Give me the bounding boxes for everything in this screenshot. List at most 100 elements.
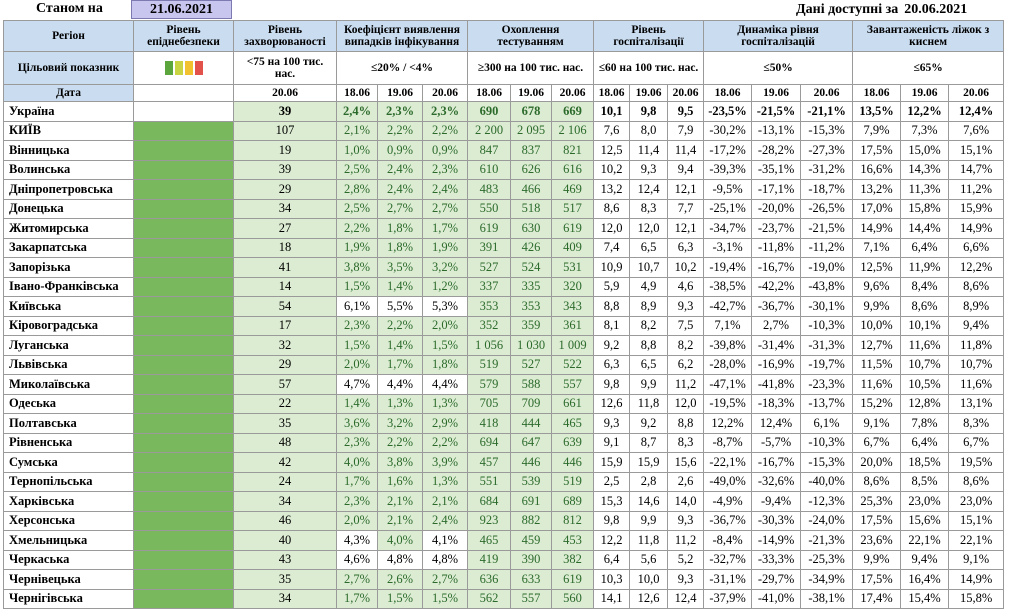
beds-value: 10,0% <box>852 315 902 336</box>
dynamics-value: -19,4% <box>703 257 753 278</box>
detection-value: 2,9% <box>421 413 469 434</box>
hospitalization-value: 8,9 <box>629 296 669 317</box>
hospitalization-value: 9,4 <box>667 159 705 180</box>
beds-value: 14,9% <box>948 569 1005 590</box>
beds-value: 15,4% <box>900 588 950 609</box>
dynamics-value: -41,0% <box>751 588 802 609</box>
risk-level-cell <box>133 374 234 395</box>
dynamics-value: -17,2% <box>703 140 753 161</box>
testing-value: 639 <box>551 432 595 453</box>
testing-value: 579 <box>467 374 512 395</box>
risk-level-cell <box>133 218 234 239</box>
risk-level-cell <box>133 237 234 258</box>
hospitalization-value: 9,3 <box>629 159 669 180</box>
table-header: Регіон Рівень епіднебезпеки Рівень захво… <box>3 20 1005 102</box>
risk-level-cell <box>133 569 234 590</box>
hospitalization-value: 12,6 <box>629 588 669 609</box>
testing-value: 353 <box>467 296 512 317</box>
testing-value: 812 <box>551 510 595 531</box>
incidence-value: 39 <box>233 159 337 180</box>
dynamics-value: -13,1% <box>751 120 802 141</box>
beds-value: 8,9% <box>948 296 1005 317</box>
beds-value: 6,7% <box>948 432 1005 453</box>
dynamics-value: -41,8% <box>751 374 802 395</box>
hospitalization-value: 12,4 <box>629 179 669 200</box>
detection-value: 2,3% <box>421 101 469 122</box>
dynamics-value: -36,7% <box>751 296 802 317</box>
table-row: Кіровоградська 17 2,3% 2,2% 2,0% 352 359 361 8,1… <box>3 315 1005 336</box>
region-name: Луганська <box>3 335 134 356</box>
risk-level-cell <box>133 432 234 453</box>
testing-value: 560 <box>551 588 595 609</box>
testing-value: 610 <box>467 159 512 180</box>
hospitalization-value: 6,3 <box>667 237 705 258</box>
dynamics-value: -13,7% <box>800 393 854 414</box>
detection-value: 2,1% <box>421 491 469 512</box>
testing-value: 409 <box>551 237 595 258</box>
testing-value: 2 106 <box>551 120 595 141</box>
testing-value: 465 <box>551 413 595 434</box>
dynamics-value: -11,8% <box>751 237 802 258</box>
target-testing: ≥300 на 100 тис. нас. <box>467 51 595 85</box>
beds-value: 9,1% <box>948 549 1005 570</box>
beds-value: 8,3% <box>948 413 1005 434</box>
available-label: Дані доступні за <box>796 2 899 17</box>
testing-value: 837 <box>510 140 553 161</box>
beds-value: 12,2% <box>948 257 1005 278</box>
testing-value: 419 <box>467 549 512 570</box>
target-beds: ≤65% <box>852 51 1005 85</box>
hospitalization-value: 15,9 <box>593 452 631 473</box>
detection-value: 3,8% <box>336 257 378 278</box>
testing-value: 444 <box>510 413 553 434</box>
risk-level-cell <box>133 491 234 512</box>
beds-value: 15,8% <box>948 588 1005 609</box>
dynamics-value: -23,5% <box>703 101 753 122</box>
testing-value: 518 <box>510 198 553 219</box>
testing-value: 337 <box>467 276 512 297</box>
detection-value: 2,5% <box>336 159 378 180</box>
dynamics-value: -3,1% <box>703 237 753 258</box>
beds-value: 17,0% <box>852 198 902 219</box>
beds-value: 14,4% <box>900 218 950 239</box>
dynamics-value: -14,9% <box>751 530 802 551</box>
testing-value: 446 <box>510 452 553 473</box>
testing-value: 539 <box>510 471 553 492</box>
dynamics-value: -12,3% <box>800 491 854 512</box>
dynamics-value: -17,1% <box>751 179 802 200</box>
hospitalization-value: 9,9 <box>629 510 669 531</box>
hospitalization-value: 2,8 <box>629 471 669 492</box>
testing-value: 527 <box>467 257 512 278</box>
dynamics-value: -19,5% <box>703 393 753 414</box>
detection-value: 2,1% <box>377 491 423 512</box>
hospitalization-value: 12,4 <box>667 588 705 609</box>
indicators-table: Регіон Рівень епіднебезпеки Рівень захво… <box>3 20 1005 609</box>
target-label: Цільовий показник <box>3 51 134 85</box>
hospitalization-value: 6,4 <box>593 549 631 570</box>
dynamics-value: -31,4% <box>751 335 802 356</box>
beds-value: 14,7% <box>948 159 1005 180</box>
hospitalization-value: 9,3 <box>593 413 631 434</box>
testing-value: 847 <box>467 140 512 161</box>
dynamics-value: -39,3% <box>703 159 753 180</box>
date-detection-3: 20.06 <box>421 84 469 102</box>
detection-value: 1,5% <box>377 588 423 609</box>
detection-value: 2,7% <box>336 569 378 590</box>
testing-value: 459 <box>510 530 553 551</box>
testing-value: 382 <box>551 549 595 570</box>
beds-value: 7,6% <box>948 120 1005 141</box>
risk-level-cell <box>133 276 234 297</box>
dynamics-value: -39,8% <box>703 335 753 356</box>
detection-value: 2,8% <box>336 179 378 200</box>
testing-value: 588 <box>510 374 553 395</box>
beds-value: 12,7% <box>852 335 902 356</box>
date-beds-3: 20.06 <box>948 84 1005 102</box>
testing-value: 689 <box>551 491 595 512</box>
table-row: Чернівецька 35 2,7% 2,6% 2,7% 636 633 619 10,3 10… <box>3 569 1005 590</box>
beds-value: 7,1% <box>852 237 902 258</box>
incidence-value: 18 <box>233 237 337 258</box>
hospitalization-value: 14,0 <box>667 491 705 512</box>
risk-level-cell <box>133 296 234 317</box>
dynamics-value: -19,0% <box>800 257 854 278</box>
dynamics-value: -34,7% <box>703 218 753 239</box>
detection-value: 4,8% <box>377 549 423 570</box>
